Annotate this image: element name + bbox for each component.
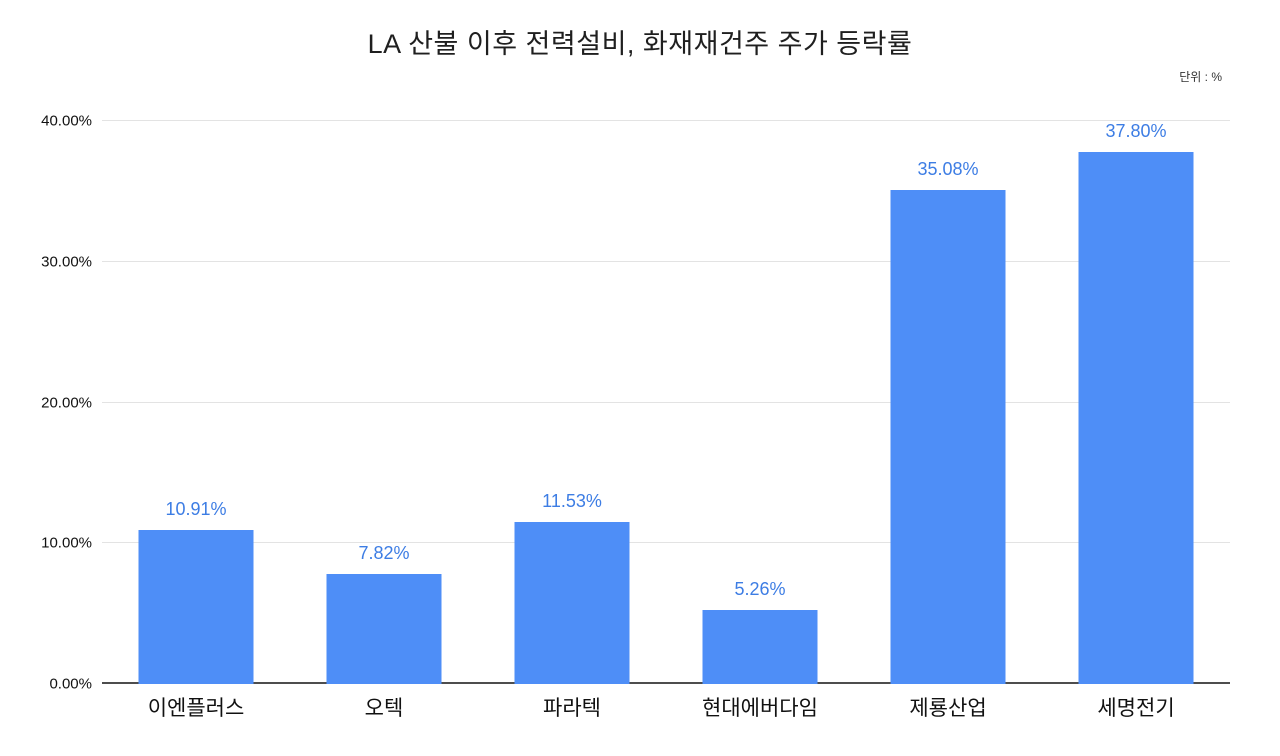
bar-slot: 35.08% [854,121,1042,684]
x-category-label: 세명전기 [1097,697,1175,720]
x-category-label: 현대에버다임 [702,697,818,720]
bar-value-label: 37.80% [1105,120,1167,141]
gridline [102,542,1230,544]
gridline [102,260,1230,262]
bar [890,190,1006,684]
bar [326,573,442,684]
y-tick-label: 40.00% [41,112,92,130]
y-axis: 0.00% 10.00% 20.00% 30.00% 40.00% [0,113,92,693]
unit-label: 단위 : % [1179,70,1222,84]
chart-area: 10.91% 7.82% 11.53% 5.26% 35.08% 37.80% [102,120,1230,684]
x-category-label: 오텍 [364,697,404,720]
gridline [102,120,1230,121]
y-tick-label: 10.00% [41,534,92,552]
chart-title: LA 산불 이후 전력설비, 화재재건주 주가 등락률 [367,29,913,59]
bar-slot: 7.82% [290,121,478,684]
y-tick-label: 20.00% [41,394,92,411]
x-axis-labels: 이엔플러스 오텍 파라텍 현대에버다임 제룡산업 세명전기 [102,692,1230,722]
x-category-label: 이엔플러스 [147,697,245,720]
bar [1078,151,1194,684]
x-category-label: 파라텍 [543,697,601,720]
bar-value-label: 35.08% [917,159,979,180]
bar [138,530,254,684]
bar-value-label: 5.26% [734,578,786,599]
x-category-label: 제룡산업 [909,697,987,720]
x-axis-line [102,682,1230,684]
bar [514,521,630,684]
bar-value-label: 11.53% [542,490,602,511]
bar-slot: 5.26% [666,121,854,684]
y-tick-label: 0.00% [49,675,92,693]
bar-slot: 11.53% [478,121,666,684]
bar-slot: 37.80% [1042,121,1230,684]
bar-value-label: 7.82% [358,542,410,563]
bar [702,609,818,684]
y-tick-label: 30.00% [41,253,92,271]
bar-slot: 10.91% [102,121,290,684]
bar-value-label: 10.91% [165,499,227,520]
gridline [102,401,1230,403]
plot-area: 10.91% 7.82% 11.53% 5.26% 35.08% 37.80% [102,121,1230,684]
